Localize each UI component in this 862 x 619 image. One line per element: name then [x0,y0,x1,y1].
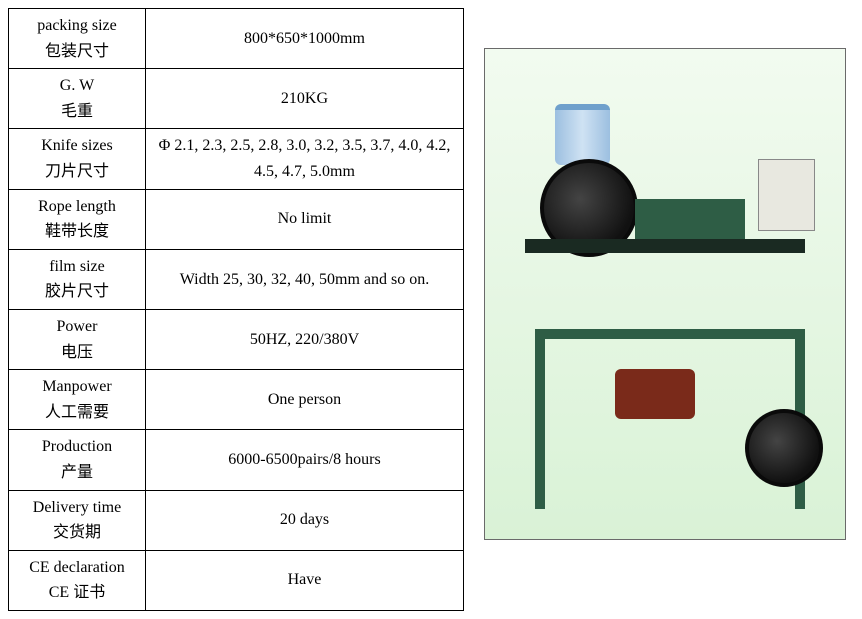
spec-value-cell: No limit [145,189,463,249]
table-row: G. W毛重210KG [9,69,464,129]
spec-label-cell: Manpower人工需要 [9,370,146,430]
machine-platform [525,239,805,253]
spec-label-zh: 电压 [15,340,139,366]
spec-label-en: G. W [15,73,139,99]
spec-value-cell: Φ 2.1, 2.3, 2.5, 2.8, 3.0, 3.2, 3.5, 3.7… [145,129,463,189]
spec-label-zh: 人工需要 [15,400,139,426]
spec-label-zh: 交货期 [15,520,139,546]
spec-label-en: Rope length [15,194,139,220]
product-image [484,48,846,540]
spec-label-zh: 产量 [15,460,139,486]
machine-control-panel [758,159,815,231]
table-row: packing size包装尺寸800*650*1000mm [9,9,464,69]
machine-cylinder [555,104,610,165]
table-row: film size胶片尺寸Width 25, 30, 32, 40, 50mm … [9,249,464,309]
spec-value-cell: Width 25, 30, 32, 40, 50mm and so on. [145,249,463,309]
spec-label-cell: film size胶片尺寸 [9,249,146,309]
spec-label-en: Power [15,314,139,340]
spec-value-cell: 800*650*1000mm [145,9,463,69]
table-row: Knife sizes刀片尺寸Φ 2.1, 2.3, 2.5, 2.8, 3.0… [9,129,464,189]
page-container: packing size包装尺寸800*650*1000mmG. W毛重210K… [8,8,854,611]
spec-value-cell: 20 days [145,490,463,550]
spec-label-cell: Delivery time交货期 [9,490,146,550]
spec-label-en: Manpower [15,374,139,400]
spec-label-zh: 包装尺寸 [15,39,139,65]
spec-label-cell: Rope length鞋带长度 [9,189,146,249]
machine-wheel [745,409,823,487]
spec-value-cell: One person [145,370,463,430]
spec-label-cell: CE declarationCE 证书 [9,550,146,610]
spec-label-zh: 刀片尺寸 [15,159,139,185]
spec-label-en: film size [15,254,139,280]
table-row: Power电压50HZ, 220/380V [9,309,464,369]
spec-label-en: Delivery time [15,495,139,521]
machine-motor [615,369,695,419]
spec-label-en: packing size [15,13,139,39]
spec-label-zh: CE 证书 [15,580,139,606]
machine-block [635,199,745,239]
spec-label-zh: 毛重 [15,99,139,125]
table-row: Production产量6000-6500pairs/8 hours [9,430,464,490]
spec-value-cell: 50HZ, 220/380V [145,309,463,369]
spec-value-cell: 6000-6500pairs/8 hours [145,430,463,490]
table-row: Delivery time交货期20 days [9,490,464,550]
spec-label-cell: Production产量 [9,430,146,490]
spec-label-en: Production [15,434,139,460]
spec-value-cell: Have [145,550,463,610]
spec-label-zh: 鞋带长度 [15,219,139,245]
spec-label-en: Knife sizes [15,133,139,159]
spec-table: packing size包装尺寸800*650*1000mmG. W毛重210K… [8,8,464,611]
spec-label-zh: 胶片尺寸 [15,279,139,305]
table-row: Manpower人工需要One person [9,370,464,430]
table-row: Rope length鞋带长度No limit [9,189,464,249]
spec-label-cell: G. W毛重 [9,69,146,129]
spec-label-en: CE declaration [15,555,139,581]
spec-label-cell: Knife sizes刀片尺寸 [9,129,146,189]
spec-label-cell: packing size包装尺寸 [9,9,146,69]
spec-value-cell: 210KG [145,69,463,129]
table-row: CE declarationCE 证书Have [9,550,464,610]
spec-label-cell: Power电压 [9,309,146,369]
